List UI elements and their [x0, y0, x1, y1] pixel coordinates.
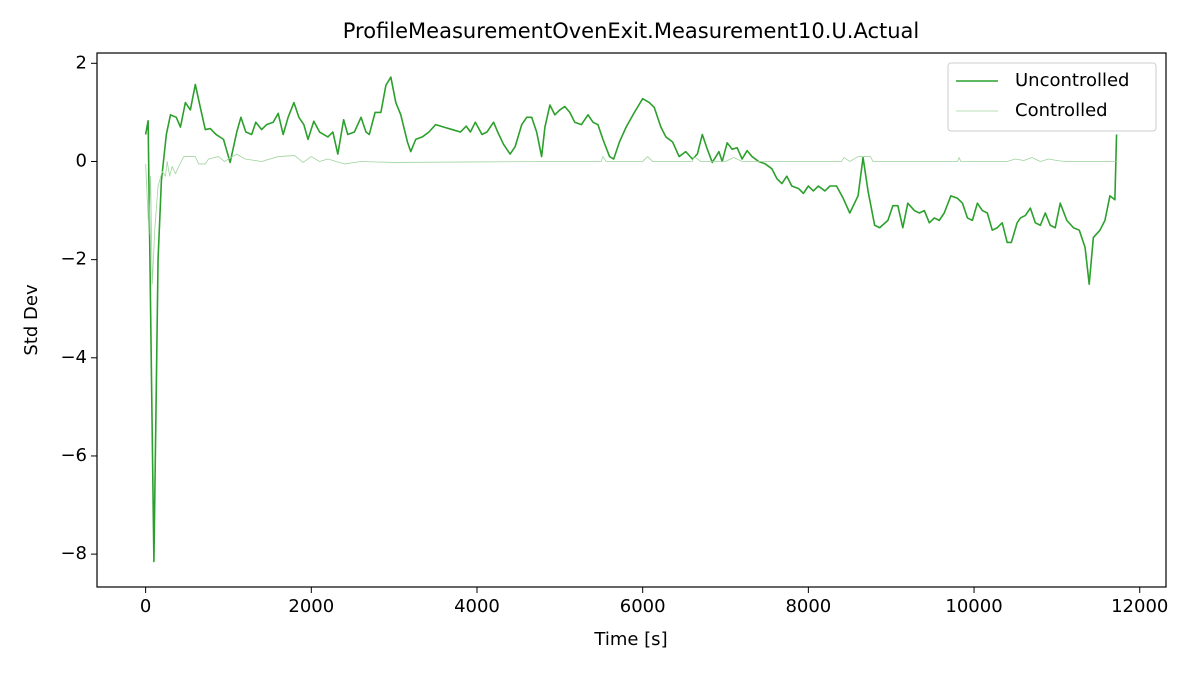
- y-tick-label: −8: [60, 543, 87, 564]
- y-tick-label: −6: [60, 445, 87, 466]
- y-tick-label: −4: [60, 347, 87, 368]
- plot-frame: [96, 52, 1167, 588]
- chart-title: ProfileMeasurementOvenExit.Measurement10…: [343, 19, 920, 43]
- x-tick-label: 0: [140, 596, 151, 617]
- x-tick-label: 4000: [454, 596, 500, 617]
- x-axis-label: Time [s]: [593, 629, 667, 650]
- x-tick-label: 12000: [1111, 596, 1168, 617]
- legend-label: Uncontrolled: [1015, 70, 1129, 91]
- series-line: [144, 76, 1118, 563]
- x-tick-label: 6000: [620, 596, 666, 617]
- x-tick-label: 10000: [945, 596, 1002, 617]
- y-tick-label: −2: [60, 249, 87, 270]
- x-tick-label: 8000: [785, 596, 831, 617]
- y-tick-label: 2: [76, 52, 87, 73]
- legend-box: [947, 62, 1157, 132]
- series-line: [145, 153, 1118, 285]
- x-tick-label: 2000: [288, 596, 334, 617]
- legend-label: Controlled: [1015, 100, 1108, 121]
- y-axis-label: Std Dev: [21, 284, 42, 356]
- y-tick-label: 0: [76, 150, 87, 171]
